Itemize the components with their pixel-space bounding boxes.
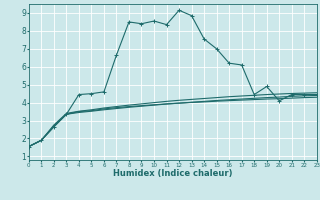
- X-axis label: Humidex (Indice chaleur): Humidex (Indice chaleur): [113, 169, 233, 178]
